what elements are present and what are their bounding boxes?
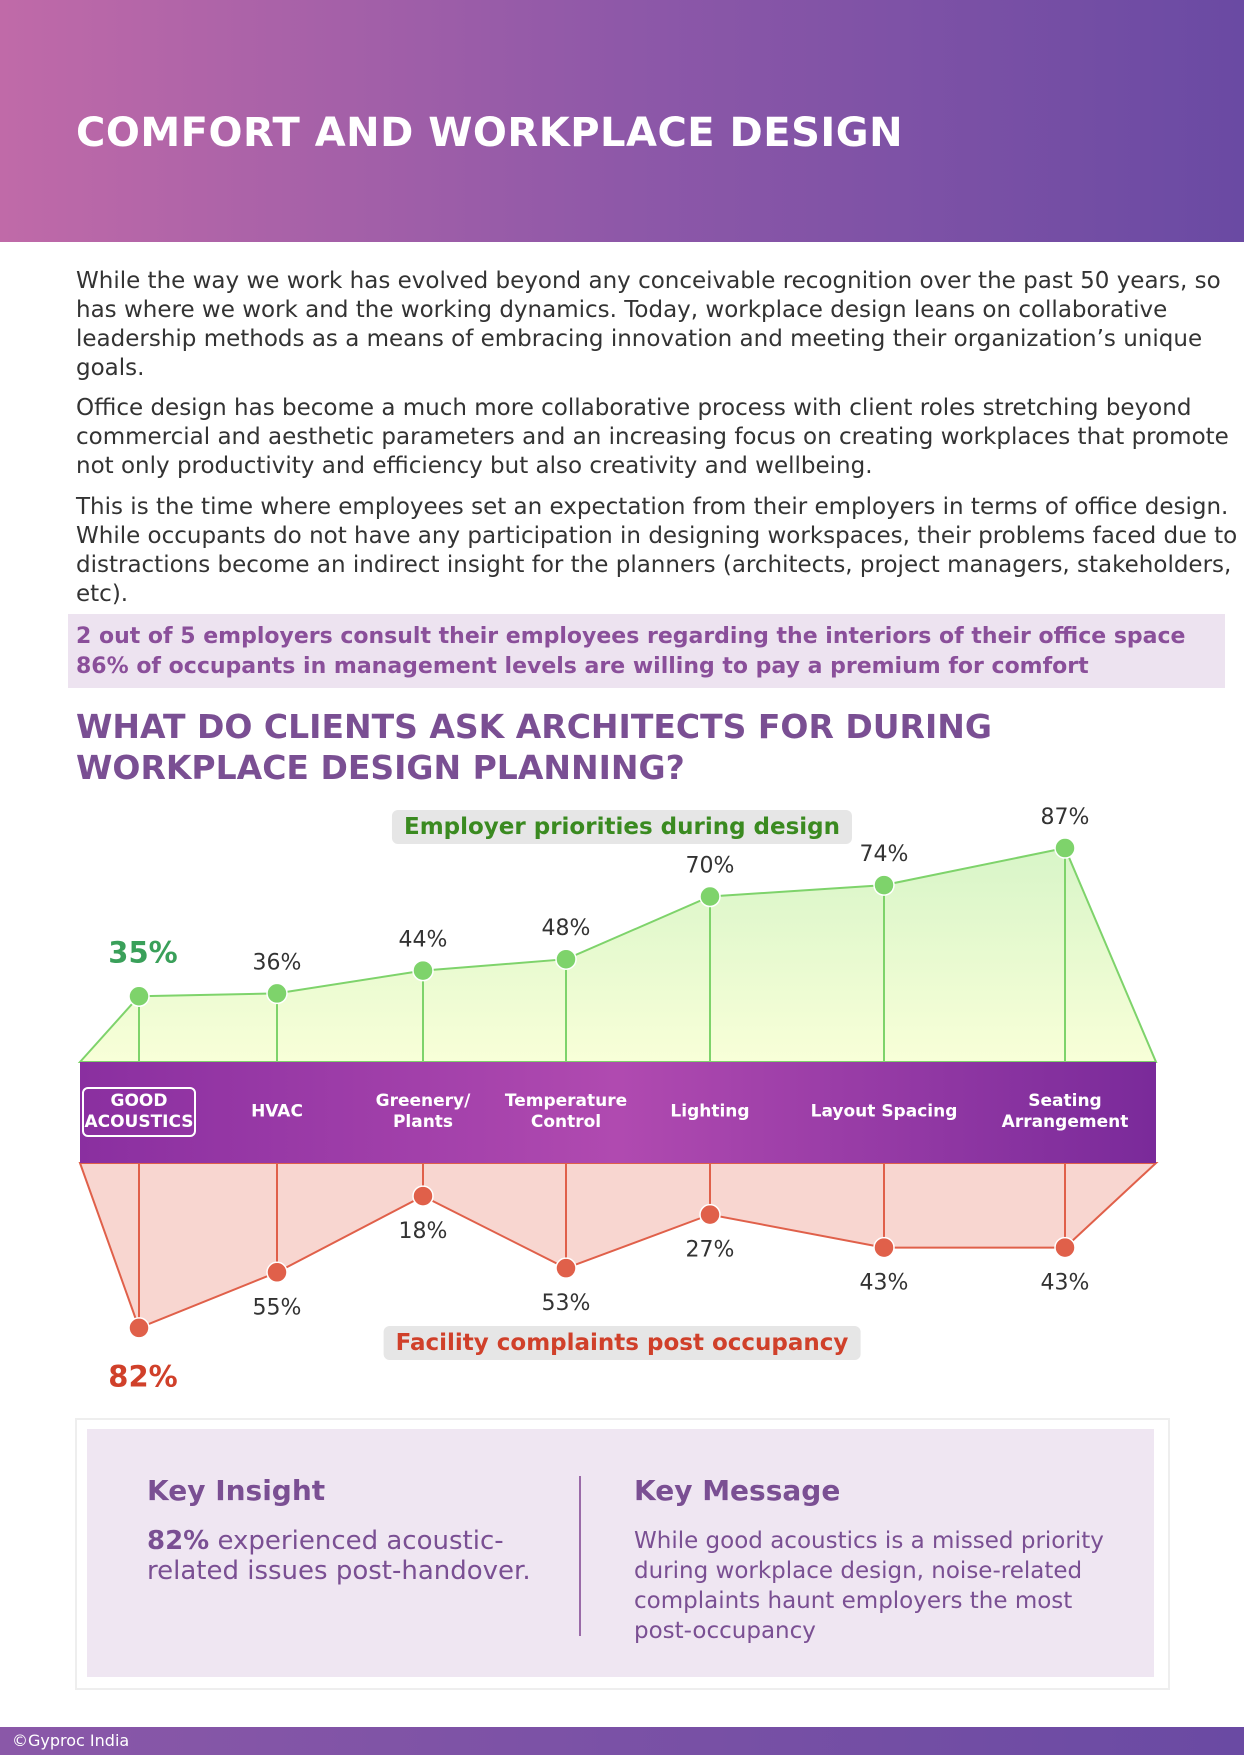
category-label: Seating Arrangement (1001, 1091, 1129, 1132)
key-insight: 82% experienced acoustic-related issues … (147, 1526, 547, 1586)
point (412, 959, 434, 982)
value-label: 36% (253, 950, 302, 975)
value-label: 43% (1041, 1271, 1090, 1296)
title: COMFORT AND WORKPLACE DESIGN (76, 110, 904, 156)
value-label: 70% (686, 854, 735, 879)
highlight: 82% (147, 1526, 210, 1556)
footer: ©Gyproc India (12, 1731, 130, 1750)
point (699, 885, 721, 908)
divider (579, 1476, 581, 1636)
point (699, 1203, 721, 1226)
value-label: 27% (686, 1238, 735, 1263)
highlight: 86% of occupants in management levels ar… (76, 654, 1089, 679)
frame (75, 1418, 1170, 1690)
point (128, 1317, 150, 1339)
point (873, 1236, 895, 1259)
value-label: 44% (399, 928, 448, 953)
area (78, 1162, 1159, 1330)
section-title: WHAT DO CLIENTS ASK ARCHITECTS FOR DURIN… (76, 707, 992, 787)
footer-band (0, 1727, 1244, 1755)
header-band (0, 0, 1244, 242)
category-label: Greenery/ Plants (375, 1091, 471, 1132)
area (77, 846, 1158, 1063)
value-label: 18% (399, 1219, 448, 1244)
point (128, 985, 150, 1007)
category-band (80, 1062, 1156, 1163)
key-message: While good acoustics is a missed priorit… (634, 1528, 1104, 1644)
category-label: Temperature Control (504, 1091, 628, 1132)
highlight: 2 out of 5 employers consult their emplo… (76, 624, 1186, 649)
point (1054, 1236, 1076, 1259)
point (873, 874, 895, 896)
text: experienced acoustic-related issues post… (147, 1526, 531, 1586)
point (412, 1185, 434, 1207)
value-label: 87% (1041, 805, 1090, 830)
value-label: 74% (860, 842, 909, 867)
category-label: Lighting (670, 1101, 750, 1122)
legend-entry: Facility complaints post occupancy (383, 1326, 861, 1360)
value-label: 35% (108, 935, 177, 969)
value-label: 82% (108, 1359, 177, 1393)
legend-entry: Employer priorities during design (391, 810, 853, 844)
paragraph: This is the time where employees set an … (76, 494, 1238, 607)
paragraph: While the way we work has evolved beyond… (76, 268, 1221, 381)
value-label: 48% (542, 916, 591, 941)
category-label: HVAC (251, 1101, 303, 1122)
key-box (87, 1429, 1154, 1677)
point (1054, 837, 1076, 859)
highlight-box (68, 614, 1225, 688)
chart: 35% 36% 44% 48% 70% 74% 87% 82% 55% 18% 53% 27% 43% 4… (77, 805, 1159, 1393)
point (555, 948, 577, 970)
value-label: 53% (542, 1291, 591, 1316)
key-message-heading: Key Message (634, 1474, 841, 1507)
paragraph: Office design has become a much more col… (76, 395, 1229, 479)
point (555, 1257, 577, 1279)
category-label: GOOD ACOUSTICS (82, 1087, 196, 1137)
key-insight-heading: Key Insight (147, 1474, 326, 1507)
point (266, 1261, 288, 1284)
value-label: 55% (253, 1295, 302, 1320)
point (266, 982, 288, 1005)
category-label: Layout Spacing (810, 1101, 958, 1122)
value-label: 43% (860, 1271, 909, 1296)
